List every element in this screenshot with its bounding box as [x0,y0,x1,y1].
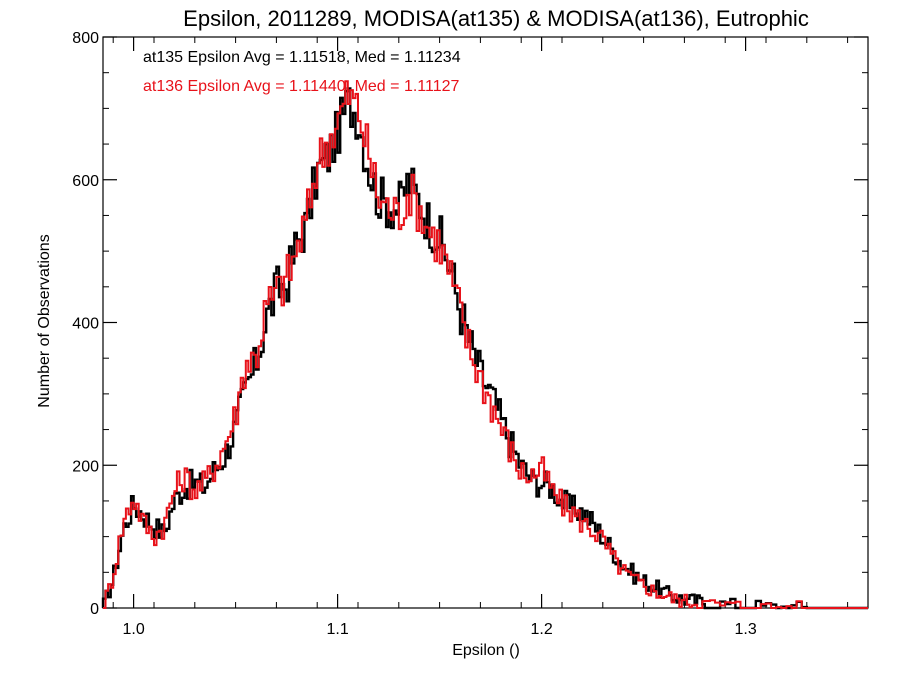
y-tick-label: 600 [72,173,99,190]
x-tick-label: 1.0 [122,621,144,638]
x-tick-label: 1.2 [530,621,552,638]
plot-area-border [102,36,869,609]
y-tick-label: 800 [72,30,99,47]
annotation-at136: at136 Epsilon Avg = 1.11440, Med = 1.111… [143,78,460,95]
chart-title: Epsilon, 2011289, MODISA(at135) & MODISA… [183,6,809,31]
y-tick-label: 0 [90,601,99,618]
x-tick-label: 1.1 [326,621,348,638]
plot-frame [102,36,869,609]
x-axis-label: Epsilon () [452,642,520,659]
series-at136-line [103,80,868,609]
series-layer [101,80,868,610]
annotation-at135: at135 Epsilon Avg = 1.11518, Med = 1.112… [143,49,461,66]
y-tick-label: 400 [72,316,99,333]
x-axis: 1.0 1.1 1.2 1.3 [112,37,849,638]
x-tick-label: 1.3 [734,621,756,638]
y-tick-label: 200 [72,458,99,475]
series-at135-line [101,87,868,610]
y-axis-label: Number of Observations [36,234,53,407]
y-axis: 0 200 400 600 800 [72,30,868,618]
